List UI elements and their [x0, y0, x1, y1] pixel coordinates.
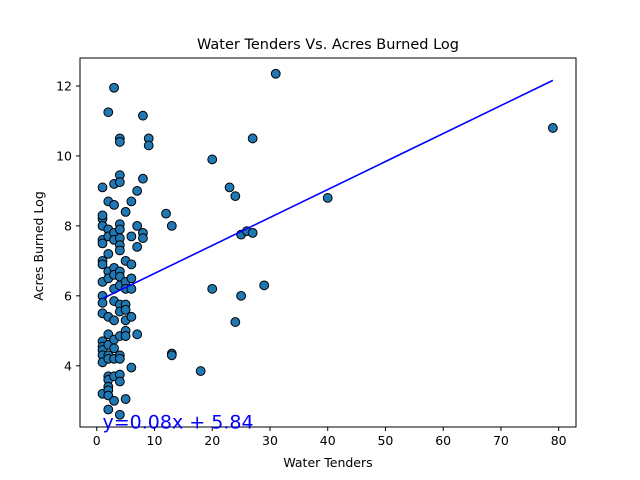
data-point: [132, 329, 143, 340]
chart-title: Water Tenders Vs. Acres Burned Log: [197, 37, 459, 53]
data-point: [97, 238, 108, 249]
data-point: [270, 68, 281, 79]
y-tick-label: 12: [56, 78, 72, 93]
y-tick-label: 4: [64, 358, 72, 373]
y-tick-label: 10: [56, 148, 72, 163]
data-point: [114, 224, 125, 235]
data-point: [230, 191, 241, 202]
data-point: [195, 366, 206, 376]
data-point: [120, 394, 131, 404]
data-point: [103, 248, 114, 259]
data-point: [224, 182, 235, 193]
data-point: [114, 177, 125, 188]
data-point: [120, 206, 131, 217]
data-point: [230, 317, 241, 327]
plot-frame: [79, 57, 577, 428]
regression-equation: y=0.08x + 5.84: [103, 412, 254, 434]
x-tick-label: 70: [493, 433, 509, 448]
data-point: [138, 233, 148, 244]
data-point: [126, 259, 137, 270]
data-point: [120, 304, 131, 315]
data-point: [97, 259, 108, 270]
data-point: [166, 350, 177, 361]
data-point: [132, 186, 143, 196]
x-tick-label: 30: [262, 433, 278, 448]
data-point: [259, 280, 270, 291]
data-point: [132, 241, 143, 252]
x-axis-ticks: 0 10 20 30 40 50 60 70 80: [93, 427, 567, 448]
data-point: [548, 123, 558, 133]
data-point: [132, 220, 143, 231]
data-point: [120, 331, 131, 341]
data-point: [103, 404, 114, 415]
data-point: [109, 315, 119, 326]
scatter-points: [97, 68, 558, 420]
data-point: [103, 107, 114, 118]
plot-area: 0 10 20 30 40 50 60 70 80 4 6 8 10 12: [56, 57, 577, 448]
data-point: [109, 343, 119, 354]
data-point: [114, 376, 125, 387]
y-axis-label: Acres Burned Log: [31, 191, 46, 301]
data-point: [114, 137, 125, 147]
data-point: [207, 154, 218, 165]
data-point: [207, 283, 218, 294]
data-point: [161, 208, 171, 219]
data-point: [97, 210, 108, 221]
data-point: [247, 227, 258, 238]
data-point: [138, 173, 148, 184]
y-tick-label: 6: [64, 288, 72, 303]
data-point: [97, 182, 108, 193]
data-point: [143, 140, 154, 151]
y-axis-ticks: 4 6 8 10 12: [56, 78, 80, 373]
data-point: [236, 290, 246, 301]
data-point: [126, 231, 137, 242]
data-point: [247, 133, 258, 144]
data-point: [126, 273, 137, 284]
x-tick-label: 50: [377, 433, 393, 448]
x-tick-label: 0: [93, 433, 101, 448]
data-point: [109, 200, 119, 210]
x-tick-label: 80: [551, 433, 567, 448]
data-point: [109, 395, 119, 406]
data-point: [126, 311, 137, 322]
x-tick-label: 40: [320, 433, 336, 448]
x-tick-label: 20: [204, 433, 220, 448]
x-tick-label: 60: [435, 433, 451, 448]
data-point: [322, 193, 333, 203]
data-point: [114, 353, 125, 364]
data-point: [126, 362, 137, 373]
data-point: [109, 82, 119, 93]
data-point: [114, 409, 125, 420]
data-point: [97, 297, 108, 308]
data-point: [126, 196, 137, 207]
x-tick-label: 10: [147, 433, 163, 448]
data-point: [166, 220, 177, 231]
y-tick-label: 8: [64, 218, 72, 233]
regression-line: [102, 79, 554, 300]
data-point: [138, 110, 148, 121]
data-point: [114, 245, 125, 256]
x-axis-label: Water Tenders: [283, 455, 372, 470]
